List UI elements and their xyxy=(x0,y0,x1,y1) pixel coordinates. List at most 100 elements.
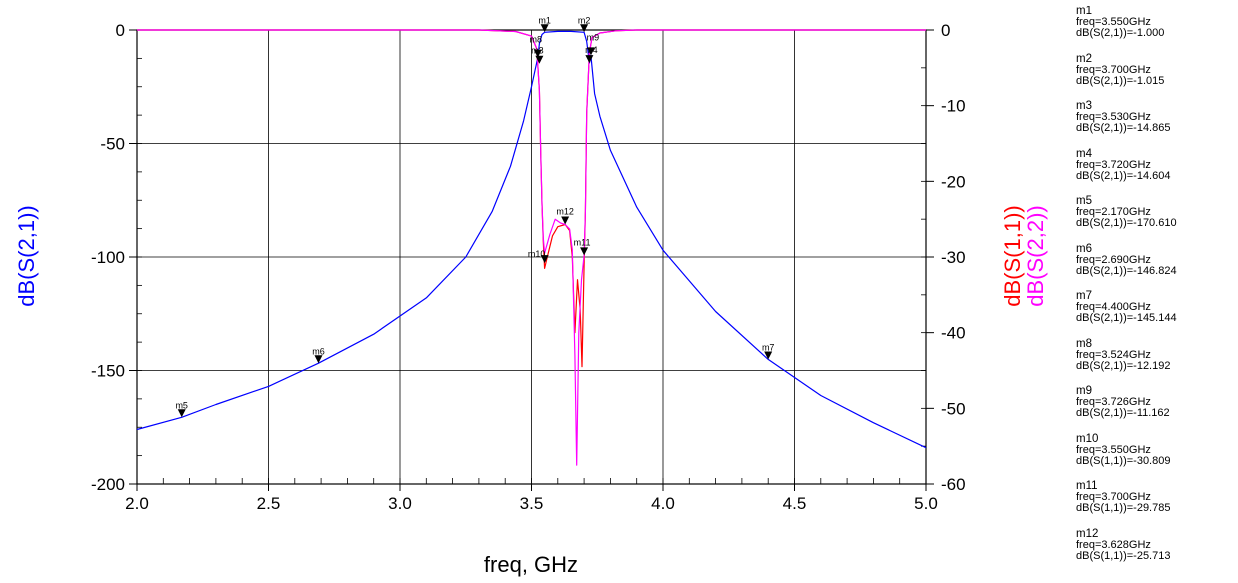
trace-dbs22 xyxy=(137,29,926,466)
x-tick-label: 2.0 xyxy=(125,494,149,513)
right-tick-label: 0 xyxy=(941,21,950,40)
marker-readout-name: m8 xyxy=(1076,337,1092,350)
left-tick-label: 0 xyxy=(116,21,125,40)
marker-readout-name: m6 xyxy=(1076,242,1092,255)
marker-label-m5: m5 xyxy=(175,400,188,410)
marker-triangle-m11[interactable] xyxy=(580,247,589,256)
marker-readout-freq: freq=2.690GHz xyxy=(1076,253,1151,266)
marker-triangle-m8[interactable] xyxy=(533,49,542,58)
marker-readout-freq: freq=3.700GHz xyxy=(1076,63,1151,76)
right-tick-label: -40 xyxy=(941,324,966,343)
marker-readout-name: m11 xyxy=(1076,480,1098,492)
right-axis-label-s22: dB(S(2,2)) xyxy=(1023,205,1048,306)
marker-triangle-m2[interactable] xyxy=(580,24,589,33)
marker-readout-name: m9 xyxy=(1076,385,1092,397)
marker-readout-freq: freq=3.726GHz xyxy=(1076,396,1151,408)
marker-readout-value: dB(S(2,1))=-14.604 xyxy=(1076,169,1171,182)
marker-readout-value: dB(S(2,1))=-12.192 xyxy=(1076,359,1171,372)
marker-triangle-m9[interactable] xyxy=(586,47,595,56)
left-axis-label: dB(S(2,1)) xyxy=(14,205,39,306)
marker-readout-value: dB(S(1,1))=-25.713 xyxy=(1076,549,1171,562)
marker-triangle-m4[interactable] xyxy=(585,55,594,64)
marker-label-m12: m12 xyxy=(556,207,574,217)
left-tick-label: -50 xyxy=(100,135,125,154)
marker-triangle-m12[interactable] xyxy=(561,216,570,225)
x-tick-label: 5.0 xyxy=(914,494,938,513)
sparameter-chart: 2.0 2.5 3.0 3.5 4.0 4.5 5.0 0-50-100-150-200 0… xyxy=(14,15,1048,577)
marker-readout-value: dB(S(2,1))=-1.015 xyxy=(1076,74,1165,87)
x-axis-label: freq, GHz xyxy=(484,552,578,577)
marker-triangle-m5[interactable] xyxy=(177,409,186,418)
x-tick-label: 3.5 xyxy=(520,494,544,513)
marker-readout-value: dB(S(2,1))=-146.824 xyxy=(1076,264,1177,277)
marker-readout-name: m1 xyxy=(1076,6,1092,17)
marker-readout-value: dB(S(2,1))=-14.865 xyxy=(1076,122,1171,134)
marker-readout-freq: freq=3.700GHz xyxy=(1076,491,1151,503)
right-axis-ticks: 0 -10 -20 -30 -40 -50 -60 xyxy=(921,21,966,494)
right-tick-label: -50 xyxy=(941,399,966,418)
marker-readout-name: m4 xyxy=(1076,147,1092,160)
marker-readout-freq: freq=3.628GHz xyxy=(1076,538,1151,551)
marker-label-m10: m10 xyxy=(528,249,546,259)
left-tick-label: -100 xyxy=(91,248,125,267)
marker-readout-value: dB(S(2,1))=-11.162 xyxy=(1076,407,1170,419)
marker-readout-m7: m7 freq=4.400GHz dB(S(2,1))=-145.144 xyxy=(1076,290,1236,339)
marker-label-m7: m7 xyxy=(762,342,775,352)
marker-readout-value: dB(S(1,1))=-29.785 xyxy=(1076,502,1171,514)
marker-readout-freq: freq=3.550GHz xyxy=(1076,16,1151,28)
right-axis-label-s11: dB(S(1,1)) xyxy=(1000,205,1025,306)
marker-readout-name: m10 xyxy=(1076,432,1099,445)
marker-label-m9: m9 xyxy=(587,32,600,42)
marker-readout-value: dB(S(1,1))=-30.809 xyxy=(1076,454,1171,467)
marker-readout-name: m7 xyxy=(1076,290,1092,302)
marker-readout-name: m2 xyxy=(1076,52,1092,65)
marker-readout-panel: m1 freq=3.550GHz dB(S(2,1))=-1.000 m2 freq=3… xyxy=(1076,6,1236,576)
marker-readout-m10: m10 freq=3.550GHz dB(S(1,1))=-30.809 xyxy=(1076,432,1236,482)
marker-readout-value: dB(S(2,1))=-145.144 xyxy=(1076,312,1177,324)
marker-label-m11: m11 xyxy=(574,237,591,247)
marker-readout-m6: m6 freq=2.690GHz dB(S(2,1))=-146.824 xyxy=(1076,242,1236,292)
traces xyxy=(136,29,927,466)
marker-label-m6: m6 xyxy=(312,346,325,356)
marker-readout-freq: freq=3.530GHz xyxy=(1076,111,1151,123)
marker-readout-name: m12 xyxy=(1076,527,1099,540)
x-axis-ticks: 2.0 2.5 3.0 3.5 4.0 4.5 5.0 xyxy=(125,478,938,513)
marker-triangle-m1[interactable] xyxy=(540,24,549,33)
left-axis-ticks: 0 -50 -100 -150 -200 xyxy=(91,21,142,494)
marker-readout-name: m3 xyxy=(1076,100,1092,112)
trace-dbs21 xyxy=(136,30,927,449)
chart-markers: m1m2m3m4m5m6m7m8m9m10m11m12 xyxy=(175,15,775,418)
marker-readout-freq: freq=3.524GHz xyxy=(1076,348,1151,361)
marker-readout-freq: freq=2.170GHz xyxy=(1076,206,1151,218)
marker-triangle-m10[interactable] xyxy=(540,255,549,264)
left-tick-label: -150 xyxy=(91,362,125,381)
marker-readout-m2: m2 freq=3.700GHz dB(S(2,1))=-1.015 xyxy=(1076,52,1236,102)
marker-readout-m9: m9 freq=3.726GHz dB(S(2,1))=-11.162 xyxy=(1076,385,1236,434)
x-tick-label: 4.0 xyxy=(651,494,675,513)
marker-readout-m8: m8 freq=3.524GHz dB(S(2,1))=-12.192 xyxy=(1076,337,1236,387)
left-tick-label: -200 xyxy=(91,475,125,494)
marker-readout-m3: m3 freq=3.530GHz dB(S(2,1))=-14.865 xyxy=(1076,100,1236,149)
marker-triangle-m7[interactable] xyxy=(764,351,773,360)
right-tick-label: -20 xyxy=(941,172,966,191)
right-tick-label: -30 xyxy=(941,248,966,267)
marker-triangle-m6[interactable] xyxy=(314,355,323,364)
marker-readout-value: dB(S(2,1))=-1.000 xyxy=(1076,27,1165,39)
marker-readout-m5: m5 freq=2.170GHz dB(S(2,1))=-170.610 xyxy=(1076,195,1236,244)
right-tick-label: -60 xyxy=(941,475,966,494)
marker-triangle-m3[interactable] xyxy=(535,55,544,64)
x-tick-label: 3.0 xyxy=(388,494,412,513)
marker-readout-m12: m12 freq=3.628GHz dB(S(1,1))=-25.713 xyxy=(1076,527,1236,577)
marker-readout-freq: freq=4.400GHz xyxy=(1076,301,1151,313)
marker-label-m2: m2 xyxy=(578,15,591,25)
marker-readout-freq: freq=3.720GHz xyxy=(1076,158,1151,171)
marker-readout-m1: m1 freq=3.550GHz dB(S(2,1))=-1.000 xyxy=(1076,6,1236,54)
marker-label-m1: m1 xyxy=(538,15,551,25)
marker-readout-m11: m11 freq=3.700GHz dB(S(1,1))=-29.785 xyxy=(1076,480,1236,529)
marker-readout-m4: m4 freq=3.720GHz dB(S(2,1))=-14.604 xyxy=(1076,147,1236,197)
right-tick-label: -10 xyxy=(941,97,966,116)
marker-readout-freq: freq=3.550GHz xyxy=(1076,443,1151,456)
x-tick-label: 2.5 xyxy=(257,494,281,513)
marker-label-m8: m8 xyxy=(530,35,543,45)
x-tick-label: 4.5 xyxy=(783,494,807,513)
